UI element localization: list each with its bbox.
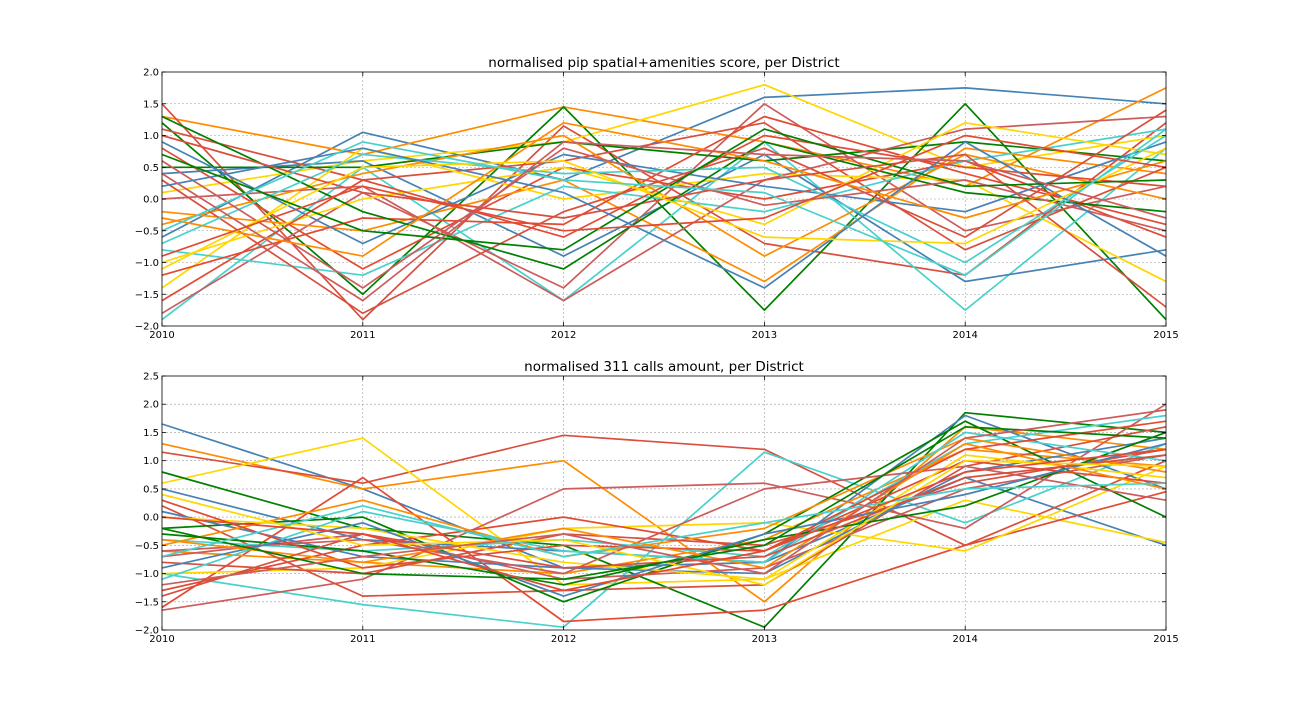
x-tick-label: 2015 [1153,634,1178,645]
series-line-0 [161,87,1167,238]
y-tick-label: 0.5 [143,163,159,174]
x-tick-label: 2013 [752,330,777,341]
series-line-20 [161,115,1167,270]
y-tick-label: 1.5 [143,99,159,110]
series-line-25 [161,442,1167,569]
series-line-22 [161,147,1167,289]
y-tick-label: 2.5 [143,372,159,383]
y-tick-label: 1.0 [143,456,159,467]
series-lines [161,83,1167,321]
y-tick-label: 1.5 [143,428,159,439]
series-line-19 [161,121,1167,264]
y-tick-label: −0.5 [135,226,159,237]
series-line-24 [161,141,1167,289]
series-line-2 [161,434,1167,547]
series-line-28 [161,128,1167,251]
series-lines [161,403,1167,629]
ticks: 2010 2011 2012 2013 2014 2015 −2.0 −1.5 −1.0 −0.5… [135,372,1179,646]
y-tick-label: −1.5 [135,290,159,301]
series-line-18 [161,109,1167,315]
y-tick-label: 2.0 [143,400,159,411]
y-tick-label: −1.0 [135,569,159,580]
x-tick-label: 2012 [551,634,576,645]
x-tick-label: 2010 [149,330,174,341]
chart-title: normalised pip spatial+amenities score, … [488,55,839,71]
y-tick-label: 0.0 [143,513,159,524]
series-line-29 [161,482,1167,558]
series-line-31 [161,134,1167,257]
series-line-25 [161,121,1167,257]
chart-pip-score: 2010 2011 2012 2013 2014 2015 −2.0 −1.5 −1.0 −0.5… [135,55,1179,341]
y-tick-label: −2.0 [135,626,159,637]
series-line-15 [161,459,1167,592]
chart-311-calls: 2010 2011 2012 2013 2014 2015 −2.0 −1.5 −1.0 −0.5… [135,359,1179,645]
series-line-11 [161,465,1167,575]
series-line-6 [161,403,1167,612]
series-line-31 [161,448,1167,592]
y-tick-label: 2.0 [143,68,159,79]
series-line-7 [161,147,1167,270]
y-tick-label: −2.0 [135,322,159,333]
series-line-5 [161,141,1167,321]
series-line-4 [161,102,1167,321]
series-line-30 [161,409,1167,586]
x-tick-label: 2014 [952,330,977,341]
series-line-10 [161,425,1167,597]
series-line-14 [161,454,1167,581]
x-tick-label: 2012 [551,330,576,341]
x-tick-label: 2011 [350,330,375,341]
x-tick-label: 2010 [149,634,174,645]
series-line-22 [161,465,1167,575]
y-tick-label: 1.0 [143,131,159,142]
series-line-28 [161,425,1167,581]
series-line-29 [161,128,1167,277]
x-tick-label: 2015 [1153,330,1178,341]
series-line-12 [162,141,1167,169]
y-tick-label: −0.5 [135,541,159,552]
ticks: 2010 2011 2012 2013 2014 2015 −2.0 −1.5 −1.0 −0.5… [135,68,1179,342]
series-line-21 [161,134,1167,264]
y-tick-label: 0.5 [143,484,159,495]
grid [162,72,1166,326]
chart-title: normalised 311 calls amount, per Distric… [524,359,804,375]
y-tick-label: −1.0 [135,258,159,269]
y-tick-label: 0.0 [143,195,159,206]
series-line-21 [161,431,1167,581]
axes-frame [161,375,1167,631]
series-line-24 [161,442,1167,597]
x-tick-label: 2013 [752,634,777,645]
x-tick-label: 2011 [350,634,375,645]
series-line-27 [161,147,1167,270]
y-tick-label: −1.5 [135,597,159,608]
x-tick-label: 2014 [952,634,977,645]
series-line-17 [161,437,1167,558]
series-line-30 [161,141,1167,302]
